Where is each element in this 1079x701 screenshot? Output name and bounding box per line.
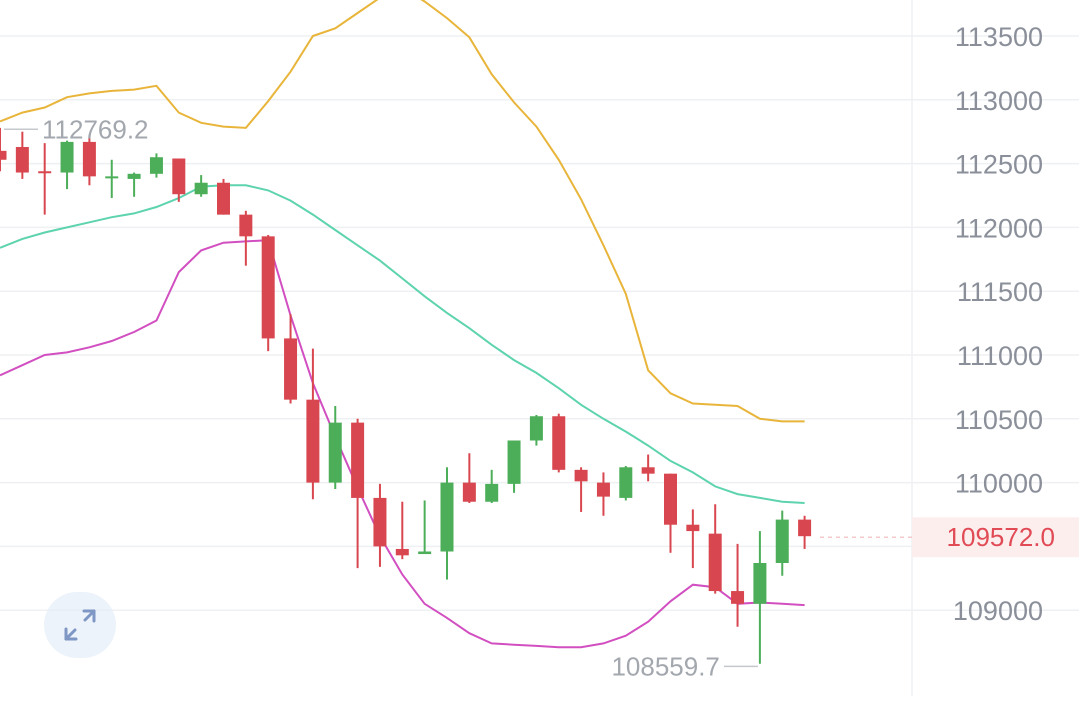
candle-body [753,562,767,604]
current-price-tag-bg [912,517,1079,558]
candle-body [574,469,588,482]
y-tick-label: 112000 [955,213,1043,243]
candle-body [82,141,96,177]
candle-body [418,551,432,555]
candle-body [15,147,29,173]
y-tick-label: 112500 [955,150,1043,180]
candle-body [373,497,387,547]
y-tick-label: 110000 [955,469,1043,499]
y-tick-label: 111000 [957,341,1043,371]
low-price-label: 108559.7 [611,651,719,681]
candle-body [485,483,499,502]
candle-body [172,158,186,195]
candle-body [440,482,454,552]
y-tick-label: 110500 [955,405,1043,435]
candle-body [798,519,812,537]
candle-body [38,171,52,174]
candle-body [552,416,566,470]
band-line-1 [0,184,805,504]
candle-body [60,141,74,173]
candle-body [328,422,342,483]
candle-body [731,591,745,604]
candles [0,127,812,664]
candle-body [529,416,543,441]
labels: 113500 113000 112500 112000 111500 111000 1105… [4,22,1079,681]
band-line-0 [0,0,805,423]
candle-body [149,157,163,174]
candle-body [306,399,320,483]
candle-body [686,524,700,532]
candle-body [641,467,655,474]
candle-body [507,440,521,484]
y-tick-label: 111500 [957,277,1043,307]
expand-button[interactable] [44,592,116,658]
current-price-tag: 109572.0 [947,522,1055,552]
candle-body [462,482,476,502]
y-tick-label: 113500 [955,22,1043,52]
candle-body [261,236,275,339]
candle-body [127,173,141,179]
candle-body [105,176,119,179]
band-line-2 [0,239,805,649]
y-tick-label: 113000 [955,86,1043,116]
candle-body [775,519,789,563]
candle-body [708,533,722,592]
candle-body [194,182,208,195]
expand-arrows-icon [64,609,96,641]
candle-body [217,182,230,215]
candle-body [351,422,365,498]
candle-body [0,150,7,160]
candle-body [395,548,409,556]
candle-body [664,473,677,525]
candle-body [284,338,298,400]
high-price-label: 112769.2 [42,114,149,144]
y-tick-label: 109000 [953,596,1043,626]
candle-body [619,467,633,498]
candle-body [596,482,610,497]
candle-body [239,214,253,237]
bollinger-bands [0,0,805,649]
